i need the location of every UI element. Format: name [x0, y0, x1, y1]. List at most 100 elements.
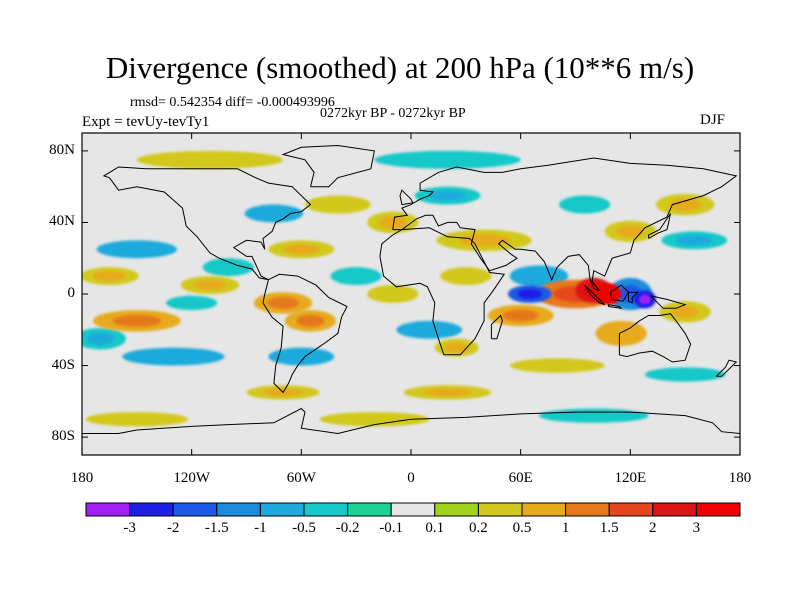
contour-core — [638, 294, 651, 305]
contour-region — [136, 150, 284, 169]
contour-core — [266, 297, 300, 309]
colorbar-tick-label: -2 — [166, 520, 180, 536]
colorbar-tick-label: 0.2 — [469, 520, 488, 536]
coastline — [392, 157, 738, 292]
colorbar — [85, 502, 741, 517]
plot-title: Divergence (smoothed) at 200 hPa (10**6 … — [105, 50, 695, 85]
contour-region — [509, 358, 605, 373]
colorbar-swatch — [172, 502, 218, 517]
coastline — [262, 273, 348, 394]
contour-core — [296, 314, 325, 327]
contour-region — [440, 267, 492, 286]
lat-tick-label: 0 — [67, 285, 76, 301]
colorbar-tick-label: -0.2 — [335, 520, 360, 536]
contour-core — [423, 388, 472, 397]
contour-core — [283, 244, 320, 255]
coastline — [648, 213, 671, 239]
colorbar-tick-label: 3 — [692, 520, 701, 536]
rmsd-diff-stats: rmsd= 0.542354 diff= -0.000493996 — [130, 95, 335, 110]
contour-core — [93, 271, 126, 282]
lat-tick-label: 40N — [49, 213, 75, 230]
lat-tick-label: 80N — [49, 141, 75, 158]
colorbar-swatch — [216, 502, 261, 517]
contour-core — [378, 216, 407, 229]
contour-core — [114, 244, 159, 255]
lat-tick-label: 80S — [51, 428, 75, 445]
contour-region — [85, 412, 189, 427]
lon-tick-label: 120E — [614, 470, 647, 486]
colorbar-swatch — [477, 502, 523, 517]
contour-region — [644, 367, 726, 382]
coastline — [102, 166, 312, 281]
contour-core — [671, 305, 700, 318]
contour-core — [444, 342, 469, 353]
contour-region — [374, 150, 521, 169]
colorbar-swatch — [652, 502, 697, 517]
season-label: DJF — [700, 112, 726, 128]
coastline — [379, 227, 506, 356]
colorbar-swatch — [303, 502, 349, 517]
colorbar-tick-label: 1.5 — [599, 520, 619, 536]
contour-core — [502, 309, 539, 322]
coastline-layer — [82, 144, 740, 435]
lon-tick-label: 60E — [508, 470, 533, 486]
lon-tick-label: 120W — [173, 470, 210, 486]
contour-core — [145, 351, 202, 362]
contour-core — [429, 190, 466, 201]
colorbar-swatch — [434, 502, 479, 517]
contour-core — [193, 280, 227, 290]
coastline — [399, 189, 414, 206]
colorbar-tick-label: -0.5 — [292, 520, 316, 536]
contour-region — [559, 195, 611, 214]
colorbar-tick-label: -3 — [123, 520, 136, 536]
contour-core — [616, 225, 645, 238]
coastline — [650, 295, 687, 309]
lat-tick-label: 40S — [51, 356, 75, 373]
contour-region — [304, 195, 371, 214]
contour-region — [367, 285, 419, 303]
lon-tick-label: 0 — [407, 470, 415, 486]
contour-core — [607, 326, 636, 341]
colorbar-swatch — [565, 502, 610, 517]
time-period-label: 0272kyr BP - 0272kyr BP — [320, 106, 466, 121]
colorbar-swatch — [259, 502, 305, 517]
colorbar-swatch — [608, 502, 654, 517]
colorbar-tick-label: -1 — [254, 520, 267, 536]
colorbar-swatch — [85, 502, 131, 517]
colorbar-tick-label: 1 — [561, 520, 570, 536]
contour-core — [283, 351, 320, 362]
colorbar-swatch — [129, 502, 174, 517]
coastline — [618, 313, 692, 363]
colorbar-swatch — [521, 502, 567, 517]
coastline — [628, 291, 639, 304]
coastline — [607, 304, 623, 310]
contour-core — [257, 208, 291, 219]
contour-core — [676, 235, 713, 246]
colorbar-tick-label: 0.1 — [425, 520, 445, 536]
contour-region — [202, 258, 254, 277]
contour-core — [669, 198, 702, 211]
contour-core — [411, 324, 448, 335]
contour-core — [86, 332, 115, 345]
lon-tick-label: 180 — [70, 470, 94, 486]
colorbar-swatch — [695, 502, 741, 517]
axis-ticks — [81, 133, 741, 455]
contour-region — [538, 408, 649, 423]
colorbar-tick-label: 0.5 — [512, 520, 532, 536]
contour-region — [166, 295, 218, 311]
contour-region — [330, 267, 382, 286]
coastline — [490, 314, 503, 340]
experiment-label: Expt = tevUy-tevTy1 — [82, 114, 210, 130]
colorbar-tick-label: -0.1 — [379, 520, 404, 536]
contour-region — [319, 412, 430, 427]
lon-tick-label: 180 — [728, 470, 752, 486]
coastline — [584, 284, 606, 306]
contour-core — [517, 289, 542, 299]
coastline — [609, 284, 630, 302]
colorbar-tick-label: 2 — [649, 520, 657, 536]
coastline — [281, 144, 375, 188]
lon-tick-label: 60W — [286, 470, 316, 486]
colorbar-swatch — [347, 502, 392, 517]
colorbar-tick-label: -1.5 — [204, 520, 229, 536]
